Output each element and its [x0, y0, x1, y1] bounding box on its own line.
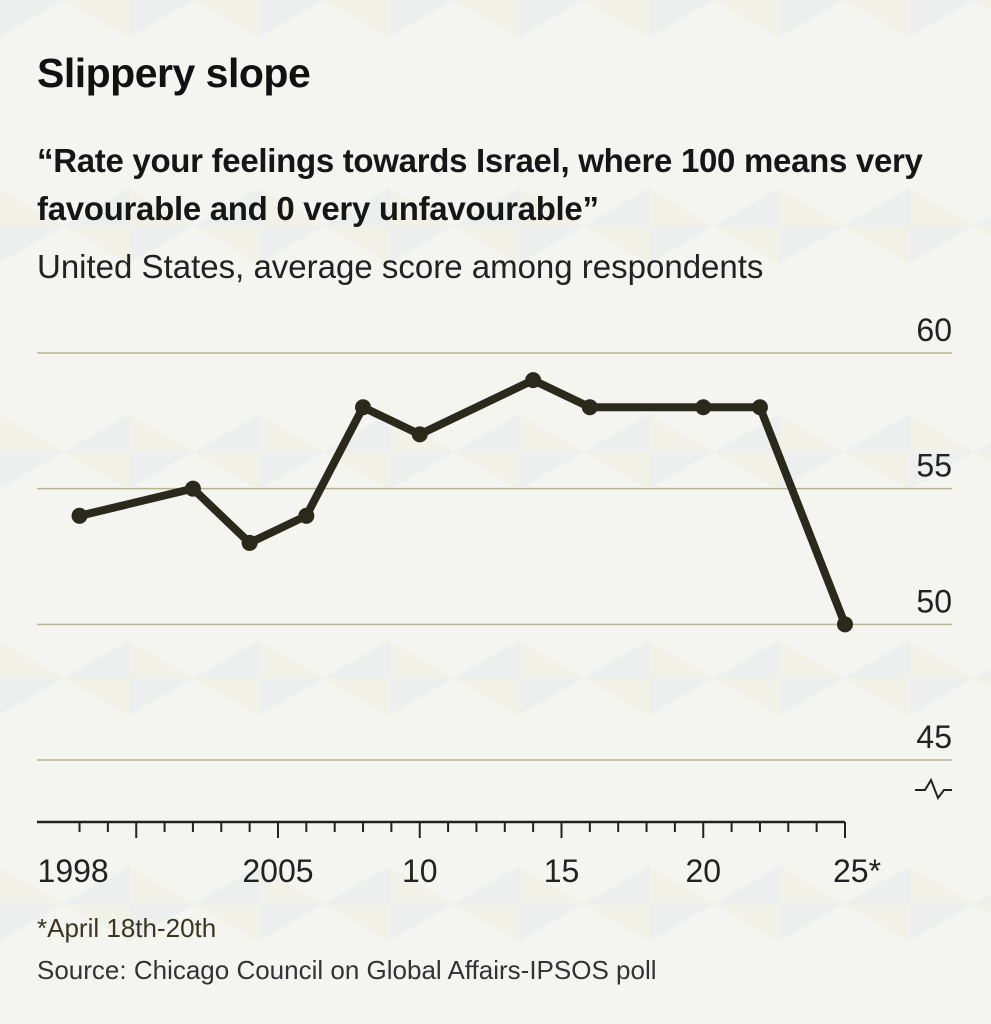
x-tick-label: 20: [685, 853, 721, 889]
chart-subtitle: “Rate your feelings towards Israel, wher…: [37, 142, 923, 227]
data-point-2014: [525, 372, 542, 389]
y-tick-label: 55: [916, 448, 952, 484]
series-lines: [75, 376, 849, 629]
series-line: [75, 376, 849, 629]
x-tick-label: 25*: [833, 853, 881, 889]
data-points: [71, 372, 853, 633]
x-axis: 1998 2005 10 15 20 25*: [37, 820, 881, 889]
x-tick-label: 15: [544, 853, 580, 889]
y-tick-label: 50: [916, 583, 952, 619]
x-tick-label: 10: [402, 853, 438, 889]
data-point-2002: [184, 480, 201, 497]
data-point-2022: [751, 399, 768, 416]
data-point-2010: [411, 426, 428, 443]
data-point-2004: [241, 534, 258, 551]
data-point-1998: [71, 507, 88, 524]
x-tick-label: 2005: [242, 853, 313, 889]
data-point-2020: [695, 399, 712, 416]
source-note: Source: Chicago Council on Global Affair…: [37, 955, 657, 985]
gridlines: [37, 352, 952, 761]
footnote: *April 18th-20th: [37, 913, 217, 943]
x-tick-label: 1998: [38, 853, 109, 889]
y-tick-label: 45: [916, 719, 952, 755]
axis-break-icon: [915, 777, 952, 801]
y-tick-label: 60: [916, 312, 952, 348]
y-axis-label: United States, average score among respo…: [37, 248, 764, 285]
data-point-2008: [355, 399, 372, 416]
data-point-2006: [298, 507, 315, 524]
chart-title: Slippery slope: [37, 50, 311, 96]
data-point-2025: [837, 616, 853, 633]
data-point-2016: [581, 399, 598, 416]
y-tick-labels: 60 55 50 45: [915, 312, 952, 801]
